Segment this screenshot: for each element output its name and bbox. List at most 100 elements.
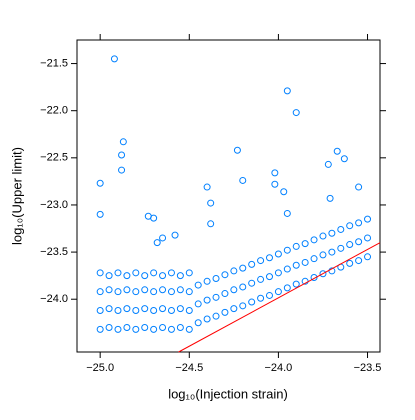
point: [153, 239, 161, 247]
point: [355, 219, 363, 227]
y-axis-label: log₁₀(Upper limit): [9, 147, 24, 245]
point: [265, 291, 273, 299]
x-axis-label: log₁₀(Injection strain): [168, 386, 288, 401]
point: [118, 151, 126, 159]
point: [221, 308, 229, 316]
point: [230, 305, 238, 313]
point: [203, 183, 211, 191]
point: [274, 288, 282, 296]
point: [324, 160, 332, 168]
point: [203, 277, 211, 285]
y-tick-label: −23.0: [40, 199, 68, 211]
point: [364, 215, 372, 223]
point: [141, 323, 149, 331]
point: [114, 325, 122, 333]
point: [114, 269, 122, 277]
point: [248, 298, 256, 306]
point: [271, 180, 279, 188]
point: [292, 242, 300, 250]
point: [274, 250, 282, 258]
point: [114, 288, 122, 296]
x-tick-label: −24.0: [264, 362, 292, 374]
point: [301, 258, 309, 266]
point: [283, 87, 291, 95]
point: [233, 146, 241, 154]
point: [274, 269, 282, 277]
y-tick-label: −22.5: [40, 152, 68, 164]
point: [150, 325, 158, 333]
point: [283, 209, 291, 217]
point: [132, 307, 140, 315]
point: [159, 323, 167, 331]
point: [96, 288, 104, 296]
point: [319, 270, 327, 278]
point: [141, 286, 149, 294]
x-tick-label: −25.0: [86, 362, 114, 374]
point: [185, 307, 193, 315]
point: [185, 288, 193, 296]
point: [141, 272, 149, 280]
point: [110, 55, 118, 63]
point: [123, 305, 131, 313]
point: [310, 255, 318, 263]
point: [207, 220, 215, 228]
point: [355, 257, 363, 265]
point: [132, 269, 140, 277]
point: [230, 267, 238, 275]
y-tick-label: −21.5: [40, 57, 68, 69]
point: [105, 323, 113, 331]
point: [280, 188, 288, 196]
point: [346, 259, 354, 267]
point: [257, 294, 265, 302]
point: [167, 288, 175, 296]
y-tick-label: −22.0: [40, 105, 68, 117]
point: [96, 210, 104, 218]
point: [194, 300, 202, 308]
y-tick-label: −24.0: [40, 293, 68, 305]
point: [340, 155, 348, 163]
point: [159, 234, 167, 242]
point: [310, 274, 318, 282]
point: [283, 265, 291, 273]
point: [132, 288, 140, 296]
point: [96, 307, 104, 315]
point: [118, 166, 126, 174]
point: [337, 225, 345, 233]
point: [105, 272, 113, 280]
point: [301, 240, 309, 248]
point: [364, 234, 372, 242]
point: [328, 248, 336, 256]
point: [319, 232, 327, 240]
point: [185, 269, 193, 277]
point: [185, 325, 193, 333]
point: [96, 325, 104, 333]
point: [176, 305, 184, 313]
point: [167, 269, 175, 277]
point: [239, 176, 247, 184]
point: [171, 231, 179, 239]
point: [96, 269, 104, 277]
point: [239, 302, 247, 310]
point: [257, 257, 265, 265]
point: [203, 296, 211, 304]
point: [176, 323, 184, 331]
point: [257, 275, 265, 283]
point: [150, 288, 158, 296]
point: [355, 238, 363, 246]
point: [123, 272, 131, 280]
point: [123, 286, 131, 294]
point: [150, 269, 158, 277]
point: [292, 280, 300, 288]
point: [221, 290, 229, 298]
point: [96, 179, 104, 187]
point: [212, 293, 220, 301]
point: [283, 284, 291, 292]
point: [292, 109, 300, 117]
point: [346, 222, 354, 230]
point: [123, 323, 131, 331]
reference-line: [178, 242, 381, 353]
point: [328, 229, 336, 237]
point: [326, 194, 334, 202]
x-tick-label: −24.5: [175, 362, 203, 374]
